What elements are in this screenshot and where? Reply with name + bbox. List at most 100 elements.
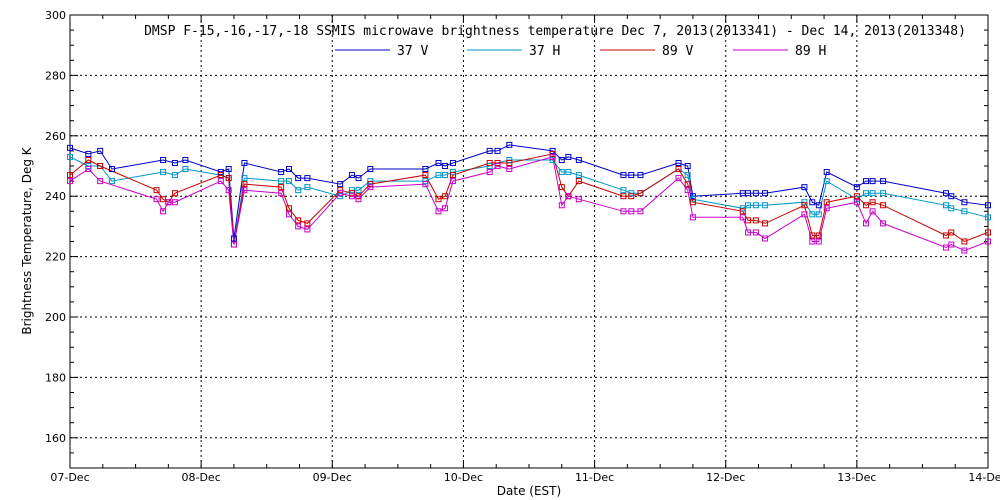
data-point-89h	[286, 211, 293, 218]
data-point-37h	[558, 169, 565, 176]
data-point-89h	[486, 169, 493, 176]
axis-ticks: 160 180 200 220 240 260 280 300 07-Dec 08-Dec 09-D…	[45, 9, 1000, 484]
data-point-37v	[449, 159, 456, 166]
data-point-37h	[67, 153, 73, 160]
data-point-89v	[948, 229, 955, 236]
data-point-37h	[295, 187, 302, 194]
data-point-37h	[815, 211, 822, 218]
data-point-37v	[435, 159, 442, 166]
data-point-37v	[620, 172, 627, 179]
data-point-37h	[809, 211, 816, 218]
y-tick-label: 220	[45, 251, 66, 264]
data-point-37h	[182, 166, 189, 173]
data-point-89h	[762, 235, 769, 242]
data-point-89h	[637, 208, 644, 215]
data-point-89h	[165, 199, 172, 206]
data-point-89v	[675, 166, 682, 173]
data-point-37v	[675, 159, 682, 166]
series-line-89h	[69, 156, 989, 252]
data-point-89h	[801, 211, 808, 218]
data-point-89v	[304, 220, 311, 227]
data-point-37h	[575, 172, 582, 179]
series-markers	[67, 141, 991, 254]
data-point-89v	[637, 190, 644, 197]
data-point-89h	[348, 193, 355, 200]
data-point-37v	[815, 202, 822, 209]
data-point-37h	[869, 190, 876, 197]
data-point-37v	[853, 184, 860, 191]
data-point-89h	[506, 166, 513, 173]
data-point-37h	[435, 172, 442, 179]
data-point-89h	[863, 220, 870, 227]
data-point-37v	[367, 166, 374, 173]
data-point-37h	[304, 184, 311, 191]
legend-label: 89 H	[795, 44, 826, 59]
data-point-37v	[486, 147, 493, 154]
data-point-89v	[689, 199, 696, 206]
data-point-89v	[355, 193, 362, 200]
data-point-89v	[853, 193, 860, 200]
x-tick-label: 12-Dec	[706, 471, 745, 484]
data-point-89v	[286, 205, 293, 212]
y-tick-label: 160	[45, 432, 66, 445]
data-point-89v	[160, 196, 167, 203]
data-point-37v	[225, 166, 232, 173]
data-point-37v	[809, 199, 816, 206]
data-point-37v	[217, 169, 224, 176]
data-point-37v	[689, 193, 696, 200]
y-tick-label: 240	[45, 190, 66, 203]
data-point-37h	[961, 208, 968, 215]
data-point-37h	[801, 199, 808, 206]
data-point-89v	[684, 181, 691, 188]
data-point-37v	[355, 175, 362, 182]
data-point-89v	[745, 217, 752, 224]
data-point-89h	[67, 178, 73, 185]
data-point-37h	[422, 178, 429, 185]
data-point-37h	[684, 172, 691, 179]
data-point-37h	[853, 196, 860, 203]
data-point-37v	[549, 147, 556, 154]
data-point-89v	[97, 163, 104, 169]
data-point-37h	[985, 214, 991, 221]
data-point-89h	[494, 163, 501, 169]
data-point-37v	[506, 141, 513, 148]
data-point-89v	[506, 159, 513, 166]
chart-legend: 37 V 37 H 89 V 89 H	[335, 44, 826, 59]
data-point-37v	[304, 175, 311, 182]
data-point-37h	[752, 202, 759, 209]
data-point-37h	[689, 196, 696, 203]
series-line-37v	[69, 144, 989, 239]
data-point-89v	[348, 190, 355, 197]
y-axis-title: Brightness Temperature, Deg K	[20, 146, 34, 334]
data-point-37v	[575, 156, 582, 163]
x-tick-label: 07-Dec	[50, 471, 89, 484]
data-point-89h	[217, 178, 224, 185]
data-point-89h	[435, 208, 442, 215]
data-point-89h	[961, 247, 968, 254]
data-point-89v	[217, 172, 224, 179]
data-point-37v	[869, 178, 876, 185]
x-axis-title: Date (EST)	[497, 484, 561, 498]
data-point-89h	[853, 199, 860, 206]
data-point-37h	[506, 156, 513, 163]
legend-label: 37 V	[397, 44, 428, 59]
data-point-37v	[637, 172, 644, 179]
data-point-37v	[863, 178, 870, 185]
data-point-37h	[348, 187, 355, 194]
data-point-89v	[809, 232, 816, 239]
data-point-89h	[304, 226, 311, 233]
data-point-89h	[575, 196, 582, 203]
data-point-37h	[880, 190, 887, 197]
data-point-37v	[286, 166, 293, 173]
data-point-37h	[241, 175, 248, 182]
data-point-37h	[278, 178, 285, 185]
data-point-37h	[337, 193, 344, 200]
data-point-89v	[367, 181, 374, 188]
y-tick-label: 180	[45, 371, 66, 384]
data-point-37v	[628, 172, 635, 179]
x-tick-label: 11-Dec	[575, 471, 614, 484]
data-point-37v	[745, 190, 752, 197]
data-point-37v	[348, 172, 355, 179]
data-point-89v	[620, 193, 627, 200]
